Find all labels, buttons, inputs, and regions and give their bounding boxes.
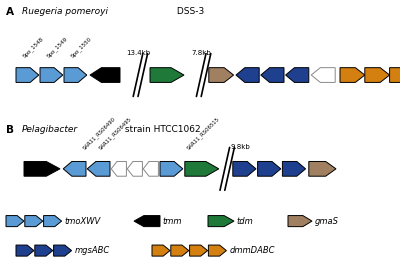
Polygon shape [54, 245, 72, 256]
Text: tmm: tmm [163, 217, 182, 226]
Polygon shape [35, 245, 53, 256]
Polygon shape [258, 161, 281, 176]
Polygon shape [286, 68, 309, 83]
Polygon shape [209, 68, 234, 83]
Text: gmaS: gmaS [315, 217, 339, 226]
Polygon shape [150, 68, 184, 83]
Polygon shape [171, 245, 189, 256]
Polygon shape [64, 68, 87, 83]
Polygon shape [390, 68, 400, 83]
Polygon shape [190, 245, 208, 256]
Polygon shape [208, 215, 234, 227]
Polygon shape [16, 68, 39, 83]
Text: tdm: tdm [237, 217, 254, 226]
Polygon shape [233, 161, 256, 176]
Text: 13.4kb: 13.4kb [126, 50, 150, 56]
Text: tmoXWV: tmoXWV [65, 217, 101, 226]
Text: mgsABC: mgsABC [75, 246, 110, 255]
Polygon shape [127, 161, 142, 176]
Text: 9.8kb: 9.8kb [231, 144, 251, 150]
Polygon shape [185, 161, 219, 176]
Text: Spo_1549: Spo_1549 [46, 36, 69, 59]
Polygon shape [152, 245, 170, 256]
Polygon shape [282, 161, 306, 176]
Polygon shape [311, 68, 335, 83]
Polygon shape [16, 245, 34, 256]
Text: SAR11_RS06490: SAR11_RS06490 [82, 116, 117, 151]
Text: SAR11_RS06495: SAR11_RS06495 [98, 116, 133, 151]
Polygon shape [208, 245, 226, 256]
Text: strain HTCC1062: strain HTCC1062 [122, 125, 201, 134]
Text: DSS-3: DSS-3 [174, 7, 204, 16]
Text: Spo_1548: Spo_1548 [22, 36, 45, 59]
Polygon shape [25, 215, 43, 227]
Polygon shape [44, 215, 62, 227]
Polygon shape [6, 215, 24, 227]
Polygon shape [365, 68, 390, 83]
Polygon shape [87, 161, 110, 176]
Polygon shape [90, 68, 120, 83]
Polygon shape [160, 161, 183, 176]
Text: Pelagibacter: Pelagibacter [22, 125, 78, 134]
Text: A: A [6, 7, 14, 17]
Polygon shape [134, 215, 160, 227]
Text: Spo_1550: Spo_1550 [70, 36, 93, 59]
Polygon shape [63, 161, 86, 176]
Text: dmmDABC: dmmDABC [230, 246, 275, 255]
Polygon shape [24, 161, 60, 176]
Polygon shape [261, 68, 284, 83]
Text: 7.8kb: 7.8kb [191, 50, 211, 56]
Text: SAR11_RS06515: SAR11_RS06515 [186, 116, 221, 151]
Polygon shape [111, 161, 126, 176]
Text: Ruegeria pomeroyi: Ruegeria pomeroyi [22, 7, 108, 16]
Polygon shape [143, 161, 158, 176]
Text: B: B [6, 125, 14, 135]
Polygon shape [236, 68, 259, 83]
Polygon shape [340, 68, 365, 83]
Polygon shape [40, 68, 63, 83]
Polygon shape [288, 215, 312, 227]
Polygon shape [309, 161, 336, 176]
